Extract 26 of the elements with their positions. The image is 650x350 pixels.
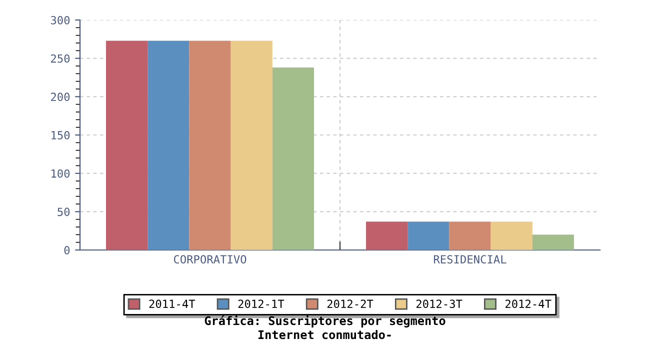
legend-label: 2012-4T	[506, 300, 552, 308]
bar	[366, 222, 408, 250]
y-tick-label: 150	[52, 131, 70, 140]
text: Gráfica: Suscriptores por segmento	[204, 315, 446, 328]
text: Internet conmutado-	[258, 330, 391, 340]
y-tick-label: 50	[58, 208, 70, 216]
legend-label: 2012-2T	[327, 300, 374, 308]
legend-label: 2012-3T	[416, 300, 462, 308]
bar	[449, 222, 491, 250]
bar	[532, 234, 574, 250]
bar	[408, 222, 450, 250]
y-tick-label: 0	[64, 246, 70, 254]
bar	[189, 40, 231, 250]
bar	[230, 40, 272, 250]
y-tick-label: 250	[51, 54, 70, 63]
y-tick-label: 300	[50, 16, 70, 24]
y-tick-label: 100	[52, 169, 70, 178]
x-tick-label: CORPORATIVO	[174, 255, 246, 264]
bar	[272, 68, 314, 250]
bar	[106, 40, 148, 250]
y-tick-label: 200	[51, 92, 70, 102]
bar	[148, 40, 190, 250]
legend-label: 2012-1T	[238, 300, 284, 308]
x-tick-label: RESIDENCIAL	[434, 255, 506, 264]
legend-label: 2011-4T	[149, 300, 196, 308]
bar	[490, 222, 532, 250]
